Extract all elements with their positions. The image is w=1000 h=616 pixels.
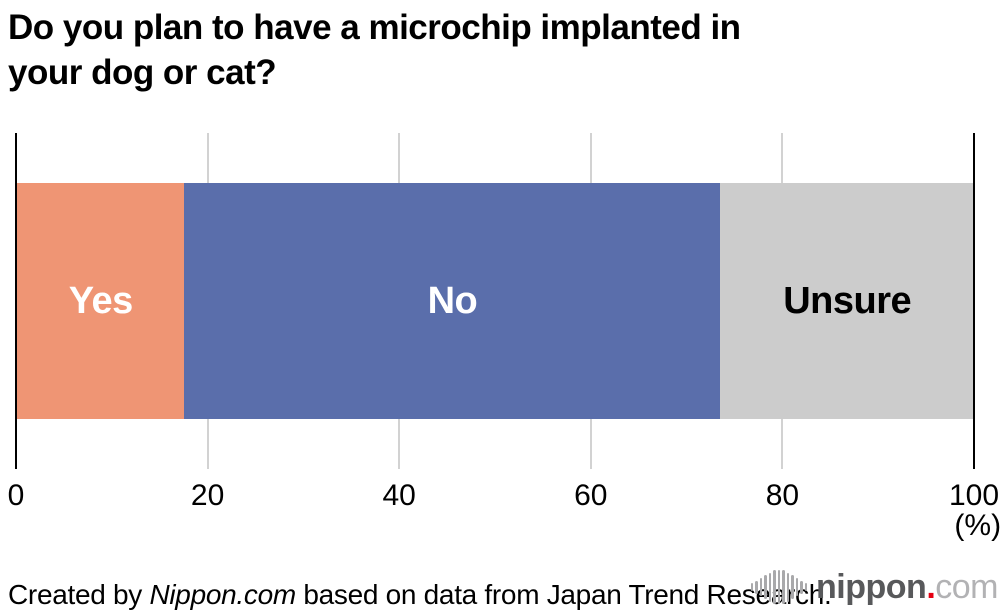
nippon-logo-wordmark: nippon.com xyxy=(816,568,998,607)
stacked-bar: Yes No Unsure xyxy=(17,183,974,419)
axis-line xyxy=(15,133,17,469)
bar-segment-label: Yes xyxy=(68,279,134,322)
footer-brand: Nippon.com xyxy=(149,579,296,610)
footer-credit-prefix: Created by xyxy=(8,579,150,610)
x-tick-label: 40 xyxy=(382,479,416,512)
footer-credit-suffix: based on data from Japan Trend Research. xyxy=(295,579,832,610)
x-tick-label: 20 xyxy=(190,479,225,512)
axis-unit-label: (%) xyxy=(954,509,1000,542)
x-tick-label: 80 xyxy=(765,479,800,512)
logo-tld: com xyxy=(935,567,998,606)
bar-segment-no: No xyxy=(184,183,721,419)
x-tick-label: 0 xyxy=(7,479,25,512)
logo-name: nippon xyxy=(816,567,927,606)
nippon-logo: nippon.com xyxy=(750,563,998,611)
logo-dot: . xyxy=(926,567,936,606)
footer-credit: Created by Nippon.com based on data from… xyxy=(8,578,832,612)
bar-segment-label: No xyxy=(427,279,478,322)
soundwave-bars-icon xyxy=(750,570,808,604)
x-tick-label: 60 xyxy=(574,479,608,512)
bar-segment-yes: Yes xyxy=(17,183,185,419)
chart-title-line1: Do you plan to have a microchip implante… xyxy=(8,8,741,47)
axis-line xyxy=(973,133,975,469)
bar-segment-unsure: Unsure xyxy=(720,183,974,419)
chart-title: Do you plan to have a microchip implante… xyxy=(8,5,968,95)
plot-area: Yes No Unsure (%) 0 20 40 60 80 100 xyxy=(8,133,1000,542)
x-tick-label: 100 xyxy=(948,479,1000,512)
chart-title-line2: your dog or cat? xyxy=(8,53,277,92)
bar-segment-label: Unsure xyxy=(783,279,912,322)
